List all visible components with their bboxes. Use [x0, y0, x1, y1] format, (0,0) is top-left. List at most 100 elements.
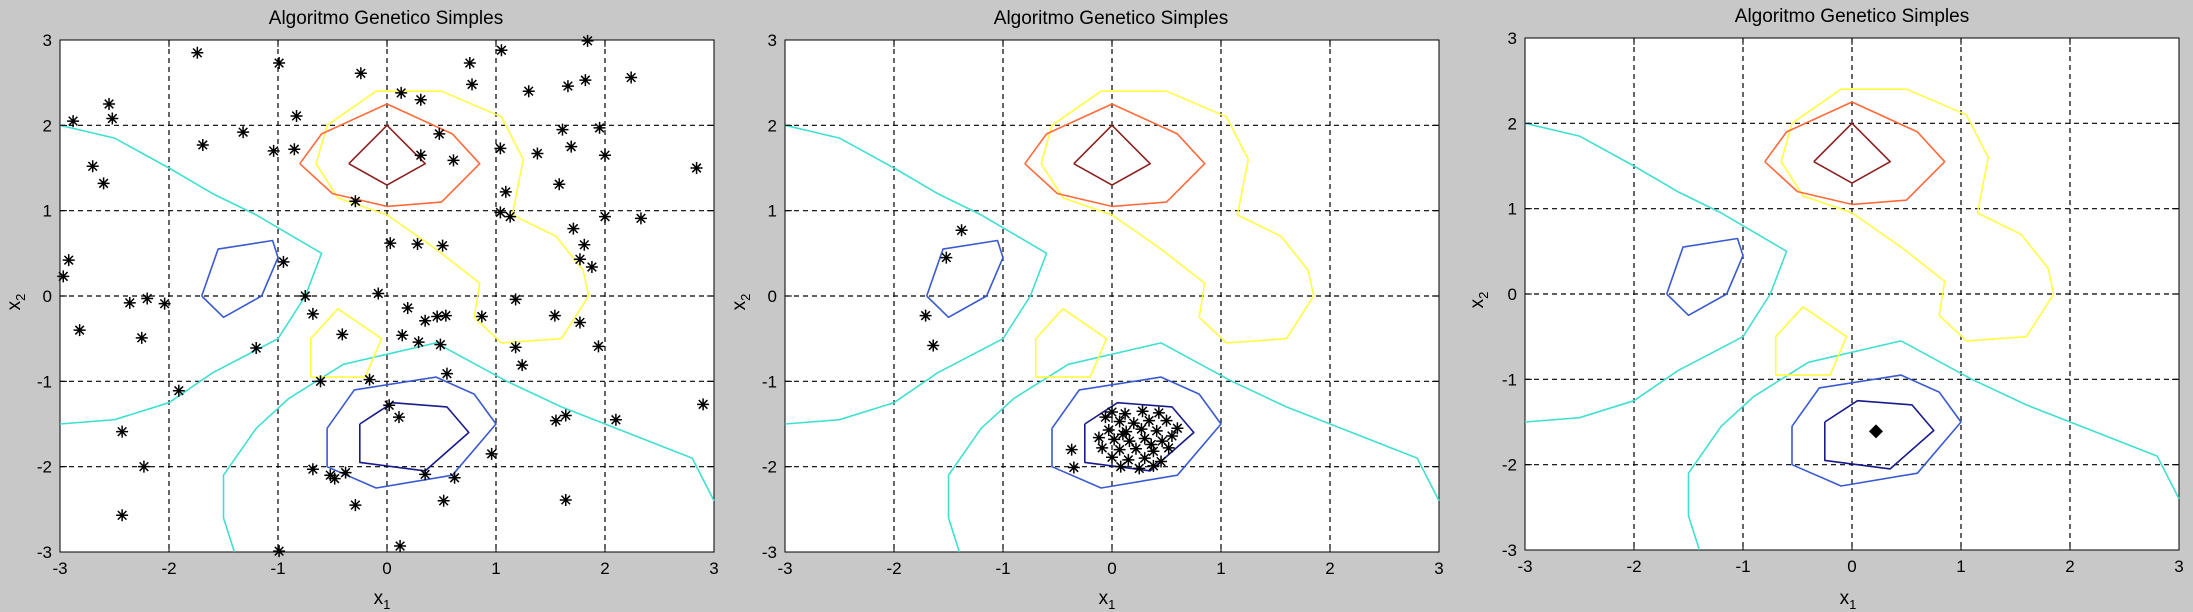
panel-1-data-point [509, 293, 522, 306]
panel-1-data-point [559, 493, 572, 506]
panel-1-data-point [395, 86, 408, 99]
panel-2-data-point [1145, 438, 1158, 451]
panel-1-y-tick-label: 0 [43, 287, 52, 306]
panel-1-data-point [137, 460, 150, 473]
panel-3-x-tick-label: -3 [1517, 557, 1532, 576]
panel-1-data-point [62, 254, 75, 267]
panel-2-data-point [1152, 406, 1165, 419]
panel-1-x-tick-label: 1 [491, 559, 500, 578]
panel-1-data-point [440, 367, 453, 380]
panel-1-data-point [354, 67, 367, 80]
panel-1-data-point [559, 409, 572, 422]
panel-1-data-point [273, 57, 286, 70]
panel-1-contour-line [200, 239, 279, 319]
panel-1-contour-line [348, 124, 427, 186]
panel-2-data-point [1147, 459, 1160, 472]
panel-2-y-tick-label: -1 [762, 372, 777, 391]
panel-1-data-point [414, 149, 427, 162]
panel-1-data-point [277, 255, 290, 268]
panel-2-data-point [1122, 453, 1135, 466]
panel-2-contours [784, 90, 1440, 553]
panel-2-data-point [1106, 451, 1118, 464]
panel-1-data-point [288, 143, 301, 156]
panel-2-data-point [1133, 462, 1146, 475]
panel-1-data-point [191, 46, 204, 59]
panel-3-y-tick-label: -1 [1502, 370, 1517, 389]
panel-1-x-tick-label: -2 [161, 559, 176, 578]
panel-2-data-point [940, 251, 953, 264]
panel-1-data-point [697, 398, 710, 411]
panel-2-y-tick-label: 0 [768, 287, 777, 306]
panel-1-data-point [419, 314, 432, 327]
panel-1-data-point [314, 375, 327, 388]
panel-2-x-tick-label: 1 [1216, 559, 1225, 578]
panel-2-points [919, 224, 1184, 475]
panel-1-data-point [250, 342, 263, 355]
panel-1-data-point [158, 297, 171, 310]
panel-1-data-point [414, 93, 427, 106]
panel-1-x-tick-label: 3 [709, 559, 718, 578]
panel-1-data-point [494, 206, 507, 219]
panel-1-data-point [273, 545, 286, 558]
panel-2-data-point [1102, 423, 1115, 436]
panel-1-data-point [336, 328, 349, 341]
panel-1-data-point [531, 147, 544, 160]
panel-1-data-point [116, 425, 129, 438]
panel-2-ticks: -3 -2 -1 0 1 2 3 -3 -2 -1 0 1 2 3 [762, 31, 1444, 578]
panel-3-contour-line [1780, 88, 2055, 342]
panel-2-contour-line [1024, 103, 1206, 208]
panel-1-data-point [67, 115, 80, 128]
panel-1-data-point [475, 310, 488, 323]
panel-1-title: Algoritmo Genetico Simples [269, 8, 503, 29]
panel-1-data-point [578, 238, 591, 251]
panel-1-data-point [401, 301, 414, 314]
panel-1-data-point [466, 78, 479, 91]
panel-1-data-point [561, 80, 574, 93]
panel-3-x-tick-label: 2 [2065, 557, 2074, 576]
panel-2-contour-line [1051, 376, 1222, 489]
panel-2-y-tick-label: 3 [768, 31, 777, 50]
panel-1-data-point [690, 162, 703, 174]
panel-2-y-tick-label: -2 [762, 458, 777, 477]
panel-2-contour-line [947, 342, 1440, 553]
panel-2-data-point [1150, 424, 1163, 437]
panel-1-x-axis-label: x1 [374, 588, 391, 612]
panel-2-data-point [1116, 428, 1129, 441]
panel-1-data-point [463, 57, 476, 70]
panel-1-y-tick-label: -2 [37, 458, 52, 477]
panel-1-data-point [394, 540, 407, 553]
panel-2-y-axis-label: x2 [729, 294, 753, 311]
panel-1-data-point [306, 463, 319, 476]
panel-3-y-tick-label: -3 [1502, 541, 1517, 560]
panel-1-data-point [567, 222, 580, 235]
panel-2-y-tick-label: 1 [768, 202, 777, 221]
panel-1-data-point [392, 411, 405, 424]
panel-2-data-point [1096, 441, 1109, 454]
panel-1-data-point [123, 296, 136, 309]
panel-1-contour-line [299, 103, 481, 208]
panel-1-ticks: -3 -2 -1 0 1 2 3 -3 -2 -1 0 1 2 3 [37, 31, 719, 578]
panel-1-data-point [97, 177, 110, 190]
panel-1-data-point [549, 414, 562, 427]
panel-1-data-point [593, 121, 606, 134]
panel-3-y-axis-label: x2 [1467, 292, 1491, 309]
panel-3-contour-line [1687, 340, 2180, 551]
panel-2-data-point [1160, 414, 1173, 427]
panel-3-contour-line [1813, 122, 1891, 184]
panel-2-data-point [1155, 455, 1168, 468]
panel-2-data-point [1113, 415, 1126, 428]
panel-2-x-axis-label: x1 [1099, 588, 1116, 612]
panel-1-data-point [516, 359, 529, 372]
panel-1-data-point [383, 399, 396, 412]
panel-1-data-point [433, 127, 446, 140]
panel-1-data-point [447, 154, 460, 167]
panel-1-data-point [556, 123, 569, 136]
panel-2-data-point [1099, 411, 1112, 424]
panel-1-x-tick-label: -1 [270, 559, 285, 578]
panel-2-data-point [1092, 431, 1105, 444]
panel-3-y-tick-label: 3 [1508, 29, 1517, 48]
panel-1-data-point [609, 413, 622, 426]
panel-2-data-point [1065, 443, 1078, 456]
panel-1-y-tick-label: 2 [43, 116, 52, 135]
panel-1-data-point [339, 466, 352, 479]
